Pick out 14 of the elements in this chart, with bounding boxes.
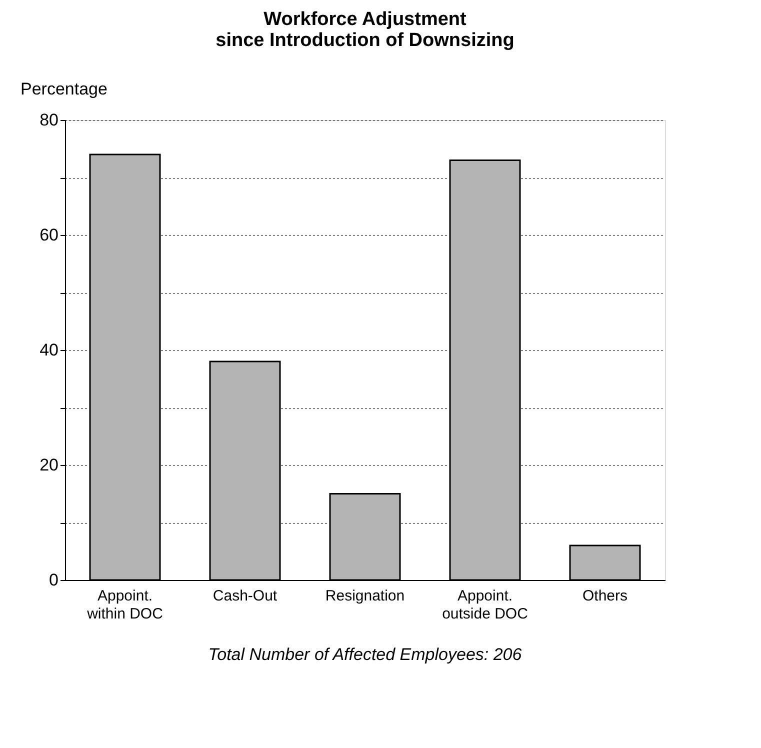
text: Workforce Adjustment	[264, 9, 466, 30]
text: since Introduction of Downsizing	[216, 30, 514, 51]
y-tick-label: 40	[40, 340, 58, 360]
x-tick-label: Others	[582, 588, 628, 604]
y-axis-title: Percentage	[20, 80, 108, 98]
y-tick-label: 60	[40, 226, 58, 244]
y-tick-label: 0	[49, 570, 58, 590]
y-tick-label: 20	[40, 456, 58, 474]
x-tick-label: Appoint. outside DOC	[442, 588, 528, 622]
x-tick-label: Resignation	[325, 588, 405, 604]
y-tick-label: 80	[40, 110, 58, 130]
x-tick-label: Cash-Out	[212, 588, 278, 604]
text: Total Number of Affected Employees: 206	[208, 645, 522, 664]
x-tick-label: Appoint. within DOC	[86, 588, 164, 622]
